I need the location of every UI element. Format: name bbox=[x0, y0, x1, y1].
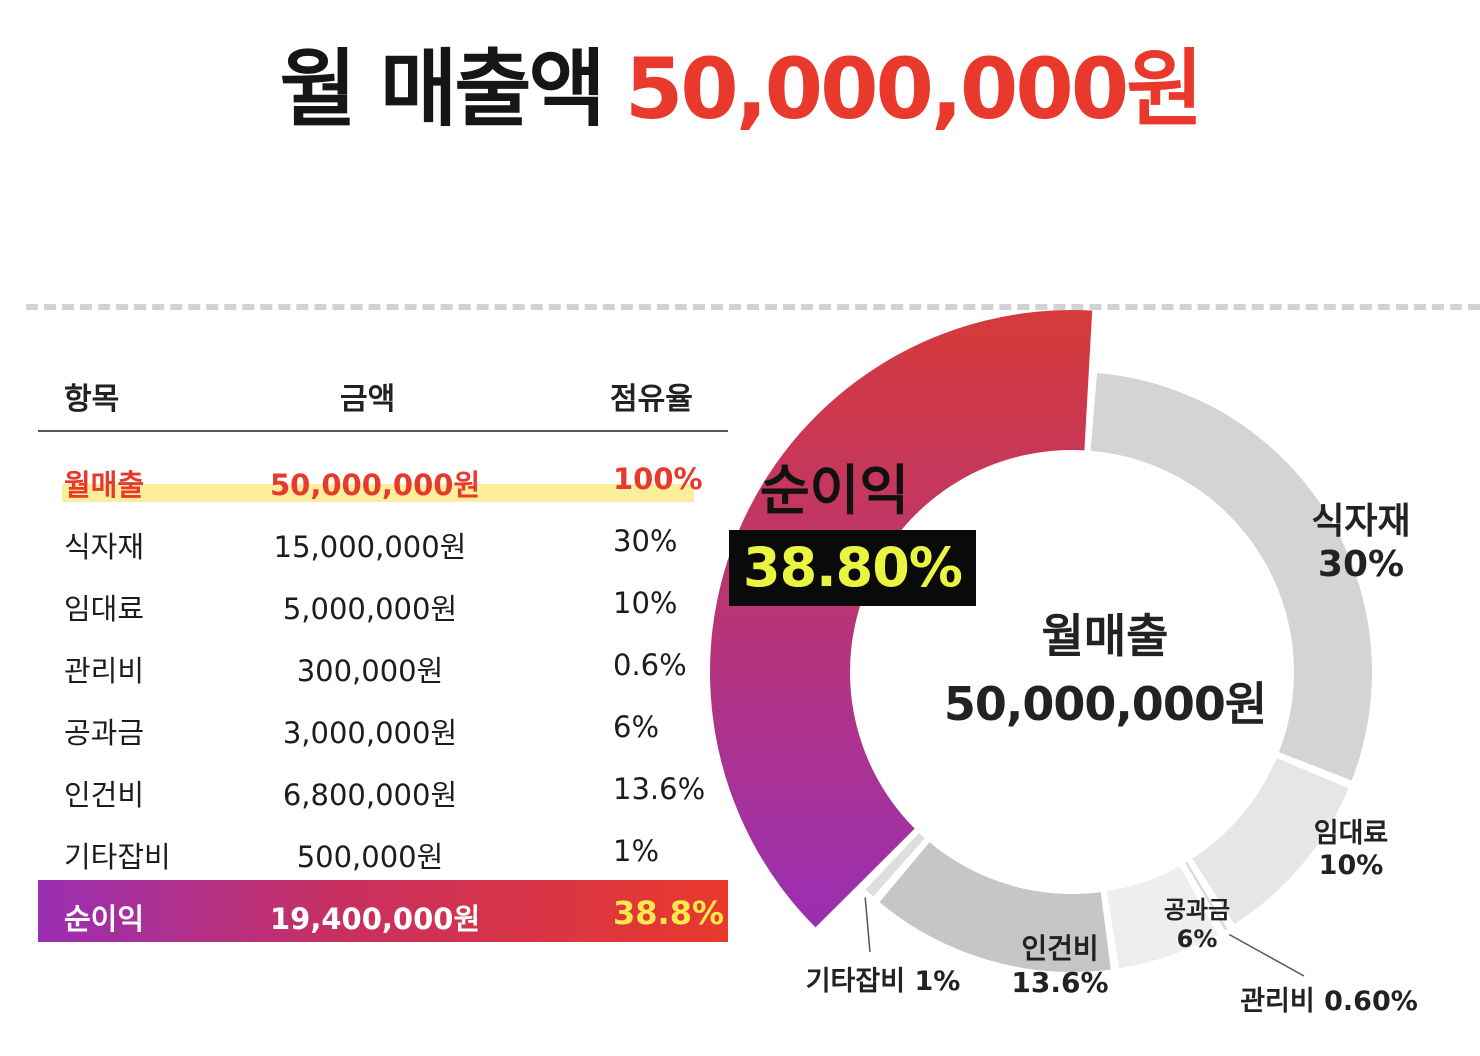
row-amount: 300,000원 bbox=[296, 654, 444, 688]
table-row-revenue: 월매출 50,000,000원 100% bbox=[38, 446, 728, 508]
donut-slice-3 bbox=[1106, 866, 1218, 969]
row-share: 0.6% bbox=[613, 648, 687, 682]
row-item: 식자재 bbox=[64, 530, 145, 564]
row-item: 인건비 bbox=[64, 778, 145, 812]
table-row: 기타잡비 500,000원 1% bbox=[38, 818, 728, 880]
donut-slice-0 bbox=[1090, 373, 1373, 781]
row-amount: 19,400,000원 bbox=[270, 902, 481, 936]
slice-label-rent: 임대료 10% bbox=[1296, 818, 1406, 883]
profit-callout-label: 순이익 bbox=[760, 459, 910, 522]
row-amount: 500,000원 bbox=[296, 840, 444, 874]
donut-slice-5 bbox=[865, 832, 925, 897]
row-amount: 15,000,000원 bbox=[273, 530, 467, 564]
row-amount: 5,000,000원 bbox=[282, 592, 458, 626]
row-item: 기타잡비 bbox=[64, 840, 171, 874]
expense-table: 항목 금액 점유율 월매출 50,000,000원 100% 식자재 15,00… bbox=[38, 360, 728, 942]
header-amount: 금액 bbox=[340, 382, 396, 417]
row-amount: 50,000,000원 bbox=[270, 468, 481, 502]
row-highlight-bar bbox=[62, 484, 694, 502]
table-row: 인건비 6,800,000원 13.6% bbox=[38, 756, 728, 818]
row-share: 6% bbox=[613, 710, 660, 744]
donut-center-value: 50,000,000원 bbox=[943, 677, 1267, 731]
donut-center-title: 월매출 bbox=[1041, 609, 1169, 663]
table-header: 항목 금액 점유율 bbox=[38, 360, 728, 432]
row-item: 임대료 bbox=[64, 592, 145, 626]
slice-label-name: 인건비 bbox=[1021, 932, 1099, 965]
leader-line-기타잡비 bbox=[864, 897, 871, 953]
slice-label-misc: 기타잡비 1% bbox=[805, 966, 961, 997]
donut-slice-2 bbox=[1185, 861, 1228, 931]
row-share: 100% bbox=[613, 462, 703, 496]
row-share: 38.8% bbox=[613, 894, 725, 932]
slice-label-utilities: 공과금 6% bbox=[1152, 896, 1242, 954]
headline-label: 월 매출액 bbox=[279, 40, 605, 138]
dashed-divider bbox=[26, 304, 1480, 310]
row-share: 30% bbox=[613, 524, 678, 558]
table-row: 식자재 15,000,000원 30% bbox=[38, 508, 728, 570]
row-item: 월매출 bbox=[64, 468, 145, 502]
row-share: 1% bbox=[613, 834, 660, 868]
row-amount: 3,000,000원 bbox=[282, 716, 458, 750]
slice-label-labor: 인건비 13.6% bbox=[1000, 932, 1120, 999]
table-row: 관리비 300,000원 0.6% bbox=[38, 632, 728, 694]
slice-label-pct: 10% bbox=[1318, 850, 1384, 882]
row-amount: 6,800,000원 bbox=[282, 778, 458, 812]
slice-label-management: 관리비 0.60% bbox=[1240, 986, 1418, 1017]
slice-label-ingredients: 식자재 30% bbox=[1286, 500, 1436, 586]
slice-label-name: 임대료 bbox=[1313, 818, 1389, 849]
slice-label-pct: 6% bbox=[1176, 924, 1218, 953]
row-share: 13.6% bbox=[613, 772, 706, 806]
table-row-profit: 순이익 19,400,000원 38.8% bbox=[38, 880, 728, 942]
leader-line-관리비 bbox=[1228, 933, 1305, 977]
donut-slice-6 bbox=[710, 310, 1093, 928]
row-item: 관리비 bbox=[64, 654, 145, 688]
header-share: 점유율 bbox=[610, 382, 693, 417]
donut-slice-1 bbox=[1192, 758, 1349, 925]
row-item: 순이익 bbox=[64, 902, 145, 936]
donut-slice-4 bbox=[879, 842, 1111, 972]
profit-callout-pct: 38.80% bbox=[729, 530, 976, 606]
slice-label-pct: 13.6% bbox=[1011, 965, 1109, 999]
table-row: 공과금 3,000,000원 6% bbox=[38, 694, 728, 756]
slice-label-name: 식자재 bbox=[1311, 501, 1411, 542]
row-item: 공과금 bbox=[64, 716, 145, 750]
page-headline: 월 매출액 50,000,000원 bbox=[0, 22, 1480, 143]
headline-value: 50,000,000원 bbox=[624, 40, 1204, 138]
slice-label-name: 공과금 bbox=[1163, 896, 1231, 924]
row-share: 10% bbox=[613, 586, 678, 620]
slice-label-pct: 30% bbox=[1317, 544, 1405, 586]
table-row: 임대료 5,000,000원 10% bbox=[38, 570, 728, 632]
header-item: 항목 bbox=[64, 382, 120, 417]
